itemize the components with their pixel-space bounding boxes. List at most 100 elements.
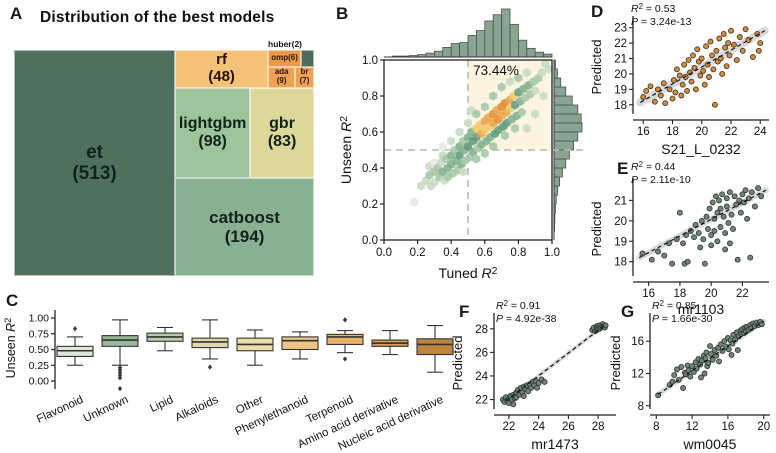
y-axis: 22 24 26 28: [475, 324, 494, 407]
y-axis-label: Predicted: [589, 40, 604, 95]
r2-value: R2 = 0.85: [652, 299, 697, 312]
svg-text:26: 26: [475, 347, 488, 359]
treemap-cell-ada: ada (9): [268, 66, 296, 88]
svg-text:20: 20: [614, 69, 627, 81]
svg-text:0.0: 0.0: [362, 235, 378, 247]
treemap-cell-gbr: gbr (83): [250, 87, 314, 178]
y-axis: 0.0 0.2 0.4 0.6 0.8 1.0: [362, 55, 384, 247]
r2-value: R2 = 0.53: [631, 2, 676, 15]
hexbin-points: [410, 59, 553, 207]
svg-text:0.2: 0.2: [410, 247, 426, 259]
y-axis-label: Predicted: [610, 336, 623, 391]
regression-line: [640, 30, 765, 103]
scatter-plot-e: 16 18 20 22 18 19 20 21 mr1103 Predicted R2 = 0.44…: [585, 158, 776, 318]
svg-text:24: 24: [532, 421, 545, 433]
hexbin-joint-plot: 73.44% 0.0 0.2 0.4 0.6 0.8 1.0 0.0 0.2 0.4 0.6 0.8 1…: [338, 0, 588, 285]
treemap-cell-catboost: catboost (194): [175, 177, 314, 276]
treemap-cell-text: catboost: [209, 207, 280, 227]
x-axis-label: mr1103: [678, 301, 725, 317]
svg-text:28: 28: [592, 421, 605, 433]
treemap-cell-text: (513): [72, 163, 117, 184]
panel-label-d: D: [591, 2, 604, 21]
p-value: P = 4.92e-38: [496, 313, 557, 325]
p-value: P = 3.24e-13: [631, 16, 692, 28]
regression-line: [638, 189, 767, 259]
plot-frame: [383, 59, 553, 241]
svg-text:16: 16: [642, 288, 655, 300]
svg-text:16: 16: [637, 126, 650, 138]
r2-value: R2 = 0.91: [496, 299, 541, 312]
panel-label-f: F: [459, 302, 470, 321]
treemap-cell-text: (83): [267, 132, 297, 150]
x-axis-label: S21_L_0232: [661, 141, 741, 157]
boxplot-chart: 0.00 0.25 0.50 0.75 1.00 Unseen R2 Flavonoid Un…: [2, 290, 462, 453]
category-label: Alkaloids: [173, 394, 220, 424]
svg-text:22: 22: [475, 395, 488, 407]
right-histogram: [553, 59, 583, 240]
scatter-plot-f: 22 24 26 28 22 24 26 28 mr1473 Predicted R2 = 0.91…: [450, 297, 622, 453]
svg-text:8: 8: [653, 421, 659, 433]
svg-text:1.0: 1.0: [544, 247, 560, 259]
y-axis: 18 19 20 21 22 23: [614, 23, 633, 112]
treemap-cell-text: (48): [208, 67, 235, 85]
treemap-chart: et (513) rf (48) omp(6) ada (9) br (7) lightgbm (9…: [14, 50, 314, 276]
treemap-cell-text: br: [300, 67, 309, 77]
svg-text:22: 22: [502, 421, 515, 433]
treemap-cell-text: rf: [216, 51, 228, 69]
svg-text:0.00: 0.00: [29, 376, 50, 388]
panel-label-b: B: [336, 4, 349, 23]
category-label: Lipid: [148, 394, 175, 415]
svg-text:0.4: 0.4: [362, 163, 379, 175]
y-axis-label: Unseen R2: [3, 318, 18, 379]
svg-text:0.4: 0.4: [443, 247, 460, 259]
boxplot-svg: 0.00 0.25 0.50 0.75 1.00 Unseen R2 FlavonoidUn…: [3, 310, 454, 453]
top-histogram: [384, 8, 553, 58]
svg-text:0.6: 0.6: [362, 127, 378, 139]
x-axis-label: wm0045: [683, 436, 737, 452]
y-axis: 18 19 20 21: [614, 195, 633, 269]
x-axis-label: Tuned R2: [438, 265, 497, 281]
treemap-cell-text: (98): [198, 132, 227, 150]
scatter-svg-d: 16 18 20 22 24 18 19 20 21 22 23 S21_L_0232 Predicte…: [589, 2, 769, 157]
treemap-cell-text: omp(6): [271, 52, 298, 62]
svg-text:22: 22: [736, 288, 749, 300]
treemap-cell-text: (9): [276, 76, 287, 86]
y-axis-label: Predicted: [450, 336, 465, 391]
treemap-cell-lightgbm: lightgbm (98): [175, 87, 251, 178]
y-axis: 8 12 16: [631, 336, 650, 413]
scatter-plot-d: 16 18 20 22 24 18 19 20 21 22 23 S21_L_0232 Predicte…: [585, 0, 776, 158]
svg-text:18: 18: [666, 126, 679, 138]
box-terpenoid: [326, 317, 364, 362]
svg-text:0.6: 0.6: [477, 247, 493, 259]
treemap-cell-text: et: [86, 141, 103, 163]
svg-text:0.0: 0.0: [376, 247, 392, 259]
svg-text:0.2: 0.2: [362, 199, 378, 211]
category-label: Unknown: [82, 394, 131, 425]
treemap-huber-label: huber(2): [268, 39, 302, 49]
svg-text:18: 18: [673, 288, 686, 300]
svg-text:19: 19: [614, 236, 627, 248]
svg-text:0.8: 0.8: [362, 91, 378, 103]
y-axis-label: Predicted: [589, 202, 604, 257]
treemap-cell-br: br (7): [295, 66, 314, 88]
p-value: P = 1.66e-30: [652, 313, 713, 325]
svg-text:24: 24: [754, 126, 767, 138]
treemap-cell-huber: [301, 50, 314, 67]
svg-text:8: 8: [638, 401, 644, 413]
svg-text:12: 12: [686, 421, 699, 433]
svg-text:23: 23: [614, 23, 627, 35]
regression-line: [657, 320, 765, 395]
treemap-cell-text: (194): [224, 226, 265, 246]
svg-text:21: 21: [614, 54, 627, 66]
r2-value: R2 = 0.44: [631, 160, 676, 173]
box-alkaloids: [191, 319, 229, 370]
panel-label-g: G: [621, 302, 635, 321]
data-points: [499, 321, 609, 408]
data-points: [639, 185, 765, 267]
svg-text:0.75: 0.75: [29, 328, 50, 340]
svg-text:12: 12: [631, 368, 644, 380]
panel-label-a: A: [10, 4, 23, 23]
treemap-cell-text: ada: [274, 67, 289, 77]
x-axis: 16 18 20 22: [642, 282, 749, 300]
